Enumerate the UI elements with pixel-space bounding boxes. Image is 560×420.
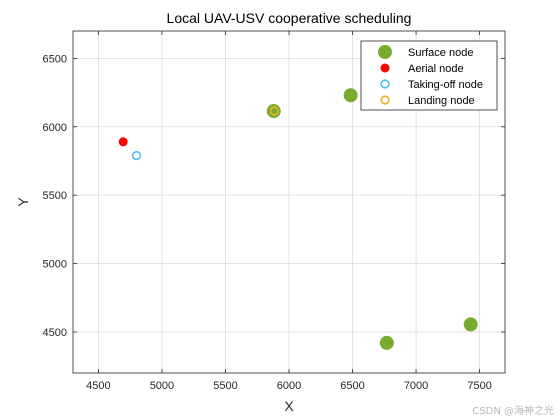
chart-title: Local UAV-USV cooperative scheduling xyxy=(167,10,412,26)
legend: Surface node Aerial node Taking-off node La… xyxy=(360,40,498,111)
x-tick-label: 5500 xyxy=(213,380,237,392)
data-point xyxy=(343,88,358,103)
x-tick-label: 7000 xyxy=(404,380,428,392)
y-tick-label: 6500 xyxy=(43,53,67,65)
series-surface-node xyxy=(266,88,478,350)
data-layer xyxy=(118,88,478,350)
y-tick-label: 5000 xyxy=(43,259,67,271)
legend-marker xyxy=(380,95,390,105)
x-tick-label: 5000 xyxy=(150,380,174,392)
data-point xyxy=(118,137,128,147)
series-taking-off-node xyxy=(131,150,142,161)
legend-entry-label: Landing node xyxy=(408,95,475,107)
legend-marker xyxy=(378,45,392,59)
data-point xyxy=(379,335,394,350)
axis-ticks: 4500 5000 5500 6000 6500 7000 7500 4500 5000 5500… xyxy=(43,31,505,392)
data-point xyxy=(269,106,279,116)
x-tick-label: 7500 xyxy=(467,380,491,392)
x-axis-label: X xyxy=(284,398,294,414)
legend-entry-label: Surface node xyxy=(408,47,473,59)
legend-entry-label: Aerial node xyxy=(408,63,464,75)
data-point xyxy=(131,150,142,161)
legend-marker xyxy=(380,79,390,89)
series-landing-node xyxy=(269,106,279,116)
y-axis-label: Y xyxy=(15,197,31,207)
legend-marker xyxy=(380,63,390,73)
watermark: CSDN @海神之光 xyxy=(472,406,554,417)
series-aerial-node xyxy=(118,137,128,147)
x-tick-label: 6500 xyxy=(340,380,364,392)
y-tick-label: 6000 xyxy=(43,122,67,134)
data-point xyxy=(463,317,478,332)
legend-entry-label: Taking-off node xyxy=(408,79,483,91)
y-tick-label: 5500 xyxy=(43,190,67,202)
x-tick-label: 4500 xyxy=(86,380,110,392)
x-tick-label: 6000 xyxy=(277,380,301,392)
y-tick-label: 4500 xyxy=(43,327,67,339)
